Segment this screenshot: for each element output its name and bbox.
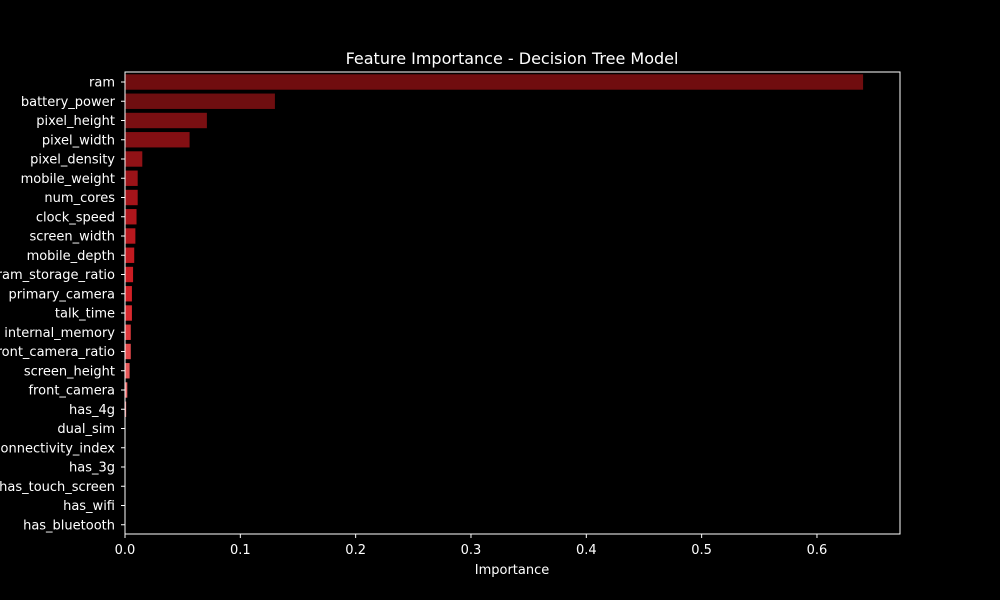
x-axis: 0.0 0.1 0.2 0.3 0.4 0.5 0.6 <box>115 534 828 558</box>
bar-talk-time <box>125 305 132 321</box>
y-tick-label: connectivity_index <box>0 441 115 456</box>
y-tick-label: primary_camera <box>9 287 115 302</box>
y-tick-label: has_wifi <box>63 499 115 514</box>
y-tick-label: dual_sim <box>57 422 115 437</box>
y-tick-label: num_cores <box>44 191 115 206</box>
y-tick-label: has_4g <box>69 403 115 418</box>
bar-battery-power <box>125 93 275 109</box>
bar-ram <box>125 74 864 90</box>
bar-ram-storage-ratio <box>125 266 134 283</box>
y-tick-label: battery_power <box>21 95 116 110</box>
bar-pixel-width <box>125 132 190 148</box>
y-tick-label: front_camera_ratio <box>0 345 115 360</box>
y-tick-label: pixel_density <box>30 153 115 168</box>
y-tick-label: screen_height <box>24 364 115 379</box>
bar-front-camera <box>125 382 128 398</box>
bar-clock-speed <box>125 209 137 225</box>
x-tick-label: 0.3 <box>461 543 482 558</box>
y-tick-label: pixel_height <box>36 114 115 129</box>
bar-screen-height <box>125 363 130 379</box>
plot-frame <box>124 71 901 535</box>
x-tick-label: 0.6 <box>807 543 828 558</box>
bars-group <box>125 74 864 417</box>
bar-has-4g <box>125 401 127 417</box>
bar-screen-width <box>125 228 136 244</box>
y-tick-label: pixel_width <box>42 133 115 148</box>
bar-pixel-height <box>125 112 207 129</box>
bar-primary-camera <box>125 286 132 302</box>
y-tick-label: ram_storage_ratio <box>0 268 115 283</box>
y-tick-label: talk_time <box>55 307 115 322</box>
chart-title: Feature Importance - Decision Tree Model <box>346 49 679 68</box>
y-tick-label: mobile_depth <box>27 249 115 264</box>
y-tick-label: has_bluetooth <box>23 518 115 533</box>
bar-mobile-depth <box>125 247 135 263</box>
y-tick-label: ram <box>89 76 115 91</box>
y-tick-labels: ram battery_power pixel_height pixel_widthp… <box>0 76 125 533</box>
x-tick-label: 0.2 <box>345 543 366 558</box>
x-axis-label: Importance <box>475 563 550 578</box>
bar-mobile-weight <box>125 170 138 186</box>
x-tick-label: 0.4 <box>576 543 597 558</box>
y-tick-label: mobile_weight <box>21 172 115 187</box>
y-tick-label: front_camera <box>28 384 115 399</box>
x-tick-label: 0.0 <box>115 543 136 558</box>
bar-front-camera-ratio <box>125 343 131 360</box>
y-tick-label: internal_memory <box>4 326 115 341</box>
y-tick-label: clock_speed <box>36 210 115 225</box>
bar-pixel-density <box>125 151 143 167</box>
bar-internal-memory <box>125 324 131 340</box>
y-tick-label: has_3g <box>69 461 115 476</box>
bar-num-cores <box>125 189 138 206</box>
x-tick-label: 0.1 <box>230 543 251 558</box>
y-tick-label: has_touch_screen <box>0 480 115 495</box>
y-tick-label: screen_width <box>29 230 115 245</box>
x-tick-label: 0.5 <box>691 543 712 558</box>
